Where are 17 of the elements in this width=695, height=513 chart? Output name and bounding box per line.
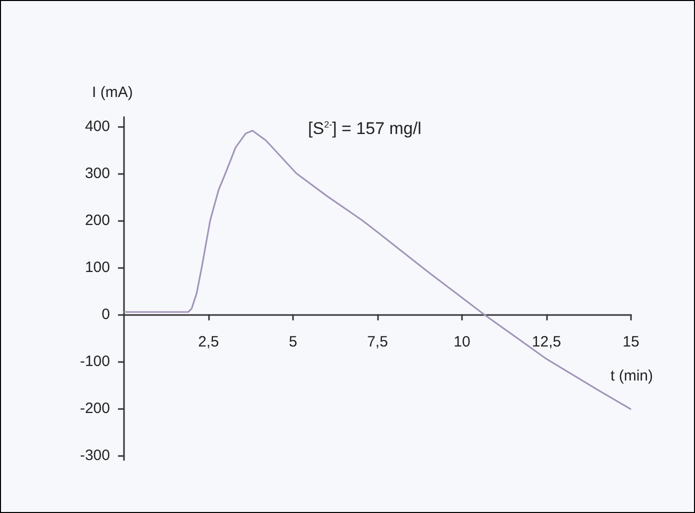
y-tick-label: 300 bbox=[84, 164, 110, 182]
y-tick-label: -300 bbox=[80, 446, 110, 464]
y-tick-label: -200 bbox=[80, 400, 110, 417]
annotation: [S$^{2-}$] = 157 mg/l bbox=[308, 119, 422, 139]
x-tick-label: 5 bbox=[288, 333, 298, 350]
y-tick-label: 400 bbox=[84, 118, 110, 135]
y-axis-title: I (mA) bbox=[92, 84, 133, 101]
x-tick-label: 2,5 bbox=[198, 333, 219, 350]
y-tick-label: 200 bbox=[84, 212, 110, 229]
x-tick-label: 12,5 bbox=[532, 333, 562, 350]
x-tick-label: 15 bbox=[622, 333, 640, 350]
x-tick-label: 10 bbox=[454, 333, 470, 350]
y-tick-label: 100 bbox=[84, 258, 110, 276]
y-tick-label: -100 bbox=[80, 352, 110, 370]
x-axis-title: t (min) bbox=[610, 367, 654, 384]
y-tick-label: 0 bbox=[102, 306, 110, 323]
x-tick-label: 7,5 bbox=[367, 333, 388, 350]
